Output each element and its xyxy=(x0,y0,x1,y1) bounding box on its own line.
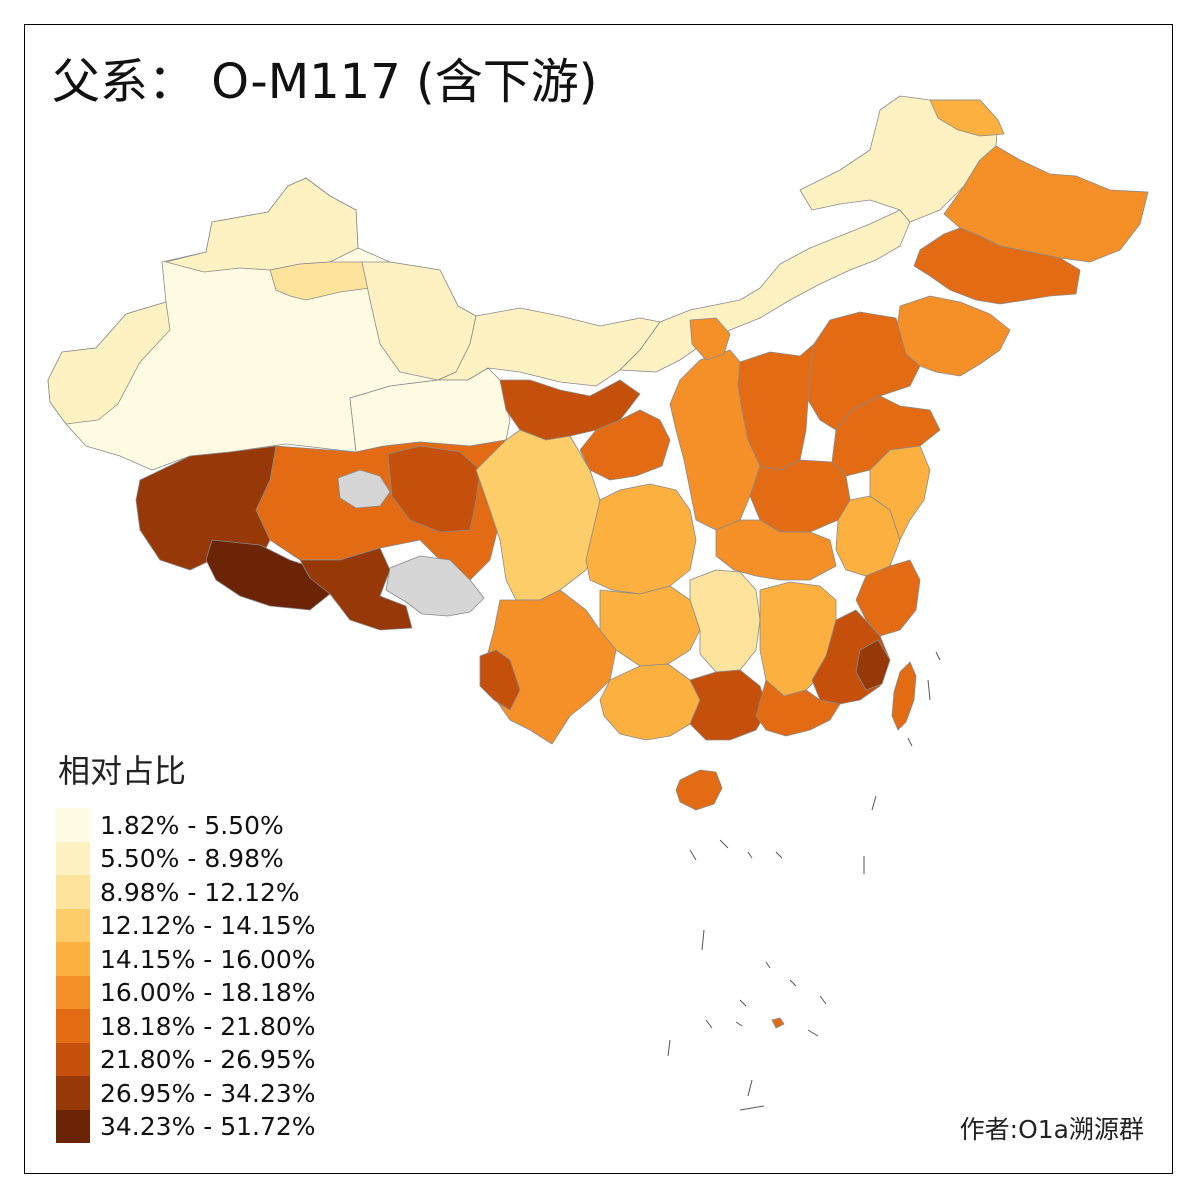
region-guangdong-east[interactable] xyxy=(755,679,841,737)
region-hunan[interactable] xyxy=(689,569,761,673)
region-jilin[interactable] xyxy=(913,227,1081,305)
region-hubei[interactable] xyxy=(715,519,837,581)
legend-label: 16.00% - 18.18% xyxy=(100,978,316,1008)
region-sichuan-east[interactable] xyxy=(585,483,697,595)
legend-label: 8.98% - 12.12% xyxy=(100,877,300,907)
region-spratly-small[interactable] xyxy=(771,1017,785,1029)
region-tibet-nodata[interactable] xyxy=(385,555,485,617)
legend-label: 1.82% - 5.50% xyxy=(100,810,284,840)
region-xinjiang-north[interactable] xyxy=(165,177,359,273)
legend-swatch xyxy=(56,808,90,842)
region-guangdong-west[interactable] xyxy=(689,669,769,741)
region-hainan[interactable] xyxy=(675,769,723,811)
region-guangxi[interactable] xyxy=(599,663,701,741)
legend-item: 8.98% - 12.12% xyxy=(56,875,316,909)
legend-label: 26.95% - 34.23% xyxy=(100,1078,316,1108)
legend-swatch xyxy=(56,841,90,876)
region-yunnan-west[interactable] xyxy=(479,649,521,711)
legend: 相对占比 1.82% - 5.50% 5.50% - 8.98% 8.98% - 1… xyxy=(56,752,316,1144)
legend-label: 14.15% - 16.00% xyxy=(100,944,316,974)
region-tibet-south[interactable] xyxy=(205,539,331,611)
legend-swatch xyxy=(56,975,90,1010)
region-henan[interactable] xyxy=(749,459,851,533)
legend-item: 16.00% - 18.18% xyxy=(56,975,316,1010)
region-guizhou[interactable] xyxy=(599,585,701,667)
legend-label: 12.12% - 14.15% xyxy=(100,911,316,941)
legend-swatch xyxy=(56,1109,90,1144)
region-tibet-central[interactable] xyxy=(299,547,413,631)
legend-swatch xyxy=(56,1076,90,1110)
region-taiwan[interactable] xyxy=(891,661,917,731)
legend-item: 34.23% - 51.72% xyxy=(56,1109,316,1144)
legend-item: 5.50% - 8.98% xyxy=(56,841,316,876)
legend-item: 26.95% - 34.23% xyxy=(56,1076,316,1110)
legend-items: 1.82% - 5.50% 5.50% - 8.98% 8.98% - 12.12%… xyxy=(56,808,316,1144)
map-title: 父系： O-M117 (含下游) xyxy=(52,54,598,110)
legend-item: 12.12% - 14.15% xyxy=(56,908,316,943)
region-jiangsu[interactable] xyxy=(869,445,931,541)
region-xinjiang-ili[interactable] xyxy=(269,261,371,301)
legend-swatch xyxy=(56,1009,90,1043)
legend-label: 5.50% - 8.98% xyxy=(100,844,284,874)
region-sichuan-west[interactable] xyxy=(475,429,601,601)
region-gansu-southeast[interactable] xyxy=(579,409,671,481)
region-ningxia[interactable] xyxy=(689,317,731,361)
region-shaanxi[interactable] xyxy=(669,349,761,531)
legend-item: 18.18% - 21.80% xyxy=(56,1009,316,1043)
region-fujian-coast[interactable] xyxy=(855,639,891,691)
legend-swatch xyxy=(56,1042,90,1077)
author-credit: 作者:O1a溯源群 xyxy=(959,1115,1144,1144)
region-xinjiang-west[interactable] xyxy=(47,301,171,425)
legend-label: 34.23% - 51.72% xyxy=(100,1112,316,1142)
legend-swatch xyxy=(56,875,90,909)
legend-swatch xyxy=(56,942,90,976)
legend-label: 21.80% - 26.95% xyxy=(100,1045,316,1075)
region-anhui[interactable] xyxy=(835,495,901,577)
region-hulunbuir-north[interactable] xyxy=(929,99,1005,137)
region-zhejiang[interactable] xyxy=(855,559,921,637)
region-qinghai-east[interactable] xyxy=(387,445,481,533)
legend-item: 21.80% - 26.95% xyxy=(56,1042,316,1077)
legend-item: 1.82% - 5.50% xyxy=(56,808,316,842)
legend-swatch xyxy=(56,908,90,943)
region-qinghai-nodata-lake[interactable] xyxy=(337,469,391,509)
legend-item: 14.15% - 16.00% xyxy=(56,942,316,976)
south-china-sea-islands xyxy=(667,651,941,1111)
legend-label: 18.18% - 21.80% xyxy=(100,1011,316,1041)
legend-title: 相对占比 xyxy=(58,752,187,790)
